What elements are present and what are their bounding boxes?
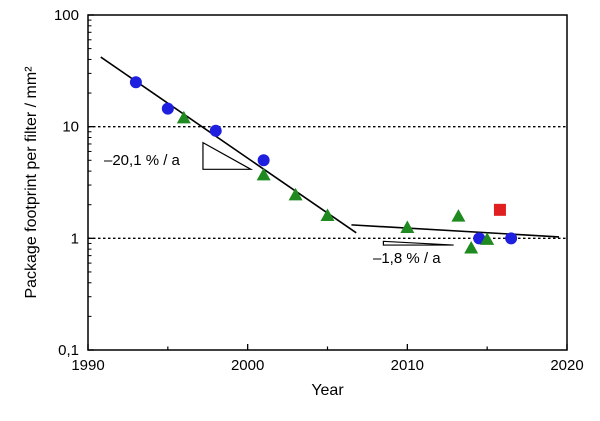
circle-point (161, 102, 174, 115)
triangle-point (464, 240, 479, 254)
triangle-point (288, 187, 303, 201)
triangle-point (256, 167, 271, 181)
x-tick-label: 2010 (391, 357, 424, 374)
x-tick-label: 2000 (231, 357, 264, 374)
y-tick-label: 10 (62, 119, 79, 136)
triangle-point (480, 232, 495, 245)
slope-triangle-flat (382, 240, 454, 246)
trend-annotation-flat: –1,8 % / a (373, 250, 441, 267)
x-axis-label: Year (311, 382, 344, 399)
triangle-point (320, 208, 335, 222)
y-tick-label: 100 (54, 7, 79, 24)
trend-lines (100, 56, 560, 238)
slope-triangle-steep (202, 141, 254, 170)
circle-point (209, 124, 222, 137)
triangle-point (176, 110, 191, 124)
axis-ticks: 1990 2000 2010 2020 0,1 1 10 100 (54, 7, 584, 374)
x-tick-label: 2020 (550, 357, 583, 374)
trend-line (100, 56, 357, 234)
x-tick-label: 1990 (71, 357, 104, 374)
circle-point (257, 154, 270, 167)
y-axis-label: Package footprint per filter / mm² (23, 66, 40, 299)
y-tick-label: 0,1 (58, 342, 79, 359)
circle-point (129, 76, 142, 89)
triangle-point (451, 209, 466, 222)
trend-line (351, 224, 560, 238)
square-point (493, 203, 506, 216)
y-tick-label: 1 (71, 230, 79, 247)
data-points (129, 76, 518, 254)
circle-point (505, 232, 518, 245)
triangle-point (400, 220, 415, 234)
gridlines (88, 126, 567, 239)
slope-triangles (202, 141, 454, 246)
plot-frame (87, 14, 568, 351)
trend-annotation-steep: –20,1 % / a (104, 152, 181, 169)
